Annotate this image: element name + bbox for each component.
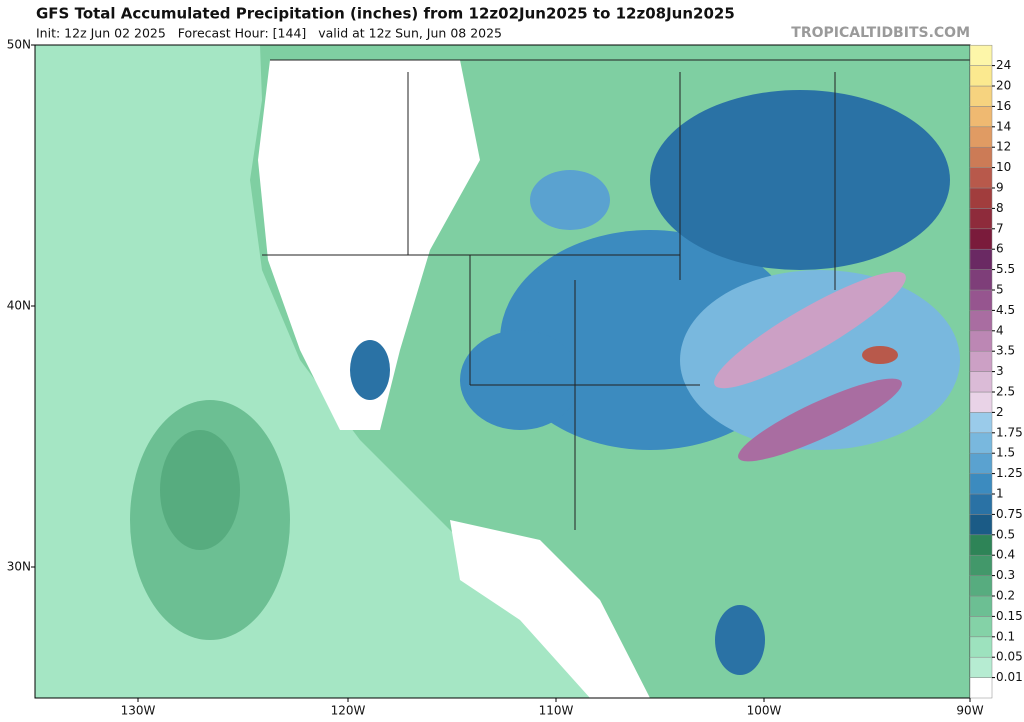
colorbar-label: 4.5 — [996, 303, 1015, 317]
colorbar-cell — [969, 636, 993, 658]
colorbar-cell — [969, 269, 993, 291]
borders — [262, 59, 970, 530]
colorbar-cell — [969, 514, 993, 536]
colorbar-label: 0.4 — [996, 548, 1015, 562]
subtitle: Init: 12z Jun 02 2025 Forecast Hour: [14… — [36, 26, 502, 41]
colorbar-cell — [969, 208, 993, 230]
colorbar-cell — [969, 391, 993, 413]
colorbar-label: 24 — [996, 58, 1011, 72]
lat-label: 30N — [7, 560, 31, 574]
colorbar-cell — [969, 452, 993, 474]
lon-label: 110W — [539, 704, 574, 718]
colorbar-label: 14 — [996, 119, 1011, 133]
colorbar-label: 0.2 — [996, 589, 1015, 603]
colorbar-label: 8 — [996, 201, 1004, 215]
colorbar-cell — [969, 106, 993, 128]
colorbar-label: 0.05 — [996, 650, 1023, 664]
colorbar-cell — [969, 310, 993, 332]
colorbar-label: 3.5 — [996, 344, 1015, 358]
colorbar-label: 20 — [996, 79, 1011, 93]
colorbar-label: 6 — [996, 242, 1004, 256]
colorbar-label: 4 — [996, 323, 1004, 337]
colorbar-label: 2.5 — [996, 385, 1015, 399]
colorbar-label: 12 — [996, 140, 1011, 154]
colorbar-label: 3 — [996, 364, 1004, 378]
colorbar-label: 1.25 — [996, 466, 1023, 480]
precip — [350, 340, 390, 400]
colorbar-label: 1 — [996, 487, 1004, 501]
colorbar-cell — [969, 65, 993, 87]
colorbar-label: 2 — [996, 405, 1004, 419]
colorbar-cell — [969, 493, 993, 515]
precip — [460, 330, 580, 430]
colorbar-label: 10 — [996, 160, 1011, 174]
dry-area — [450, 520, 650, 698]
precip — [650, 90, 950, 270]
lon-label: 130W — [121, 704, 156, 718]
colorbar-cell — [969, 575, 993, 597]
colorbar-cell — [969, 554, 993, 576]
lat-label: 50N — [7, 38, 31, 52]
colorbar-cell — [969, 350, 993, 372]
colorbar-cell — [969, 330, 993, 352]
colorbar-cell — [969, 432, 993, 454]
colorbar-cell — [969, 187, 993, 209]
colorbar-label: 0.3 — [996, 568, 1015, 582]
lat-label: 40N — [7, 299, 31, 313]
map — [34, 44, 971, 699]
lon-label: 90W — [956, 704, 983, 718]
precip — [714, 271, 906, 389]
colorbar-label: 1.5 — [996, 446, 1015, 460]
lon-label: 120W — [331, 704, 366, 718]
colorbar-cell — [969, 595, 993, 617]
lon-label: 100W — [747, 704, 782, 718]
source: TROPICALTIDBITS.COM — [791, 25, 970, 41]
colorbar: 0.01 0.05 0.1 0.15 0.2 0.3 0.4 0.5 0.75 1 1.25 1.5 1… — [969, 44, 1023, 699]
colorbar-label: 0.5 — [996, 527, 1015, 541]
colorbar-cell — [969, 534, 993, 556]
title: GFS Total Accumulated Precipitation (inc… — [36, 5, 735, 23]
colorbar-cell — [969, 167, 993, 189]
precip — [715, 605, 765, 675]
colorbar-label: 1.75 — [996, 425, 1023, 439]
colorbar-label: 16 — [996, 99, 1011, 113]
colorbar-cell — [969, 473, 993, 495]
colorbar-cell — [969, 85, 993, 107]
colorbar-label: 5.5 — [996, 262, 1015, 276]
colorbar-label: 0.01 — [996, 670, 1023, 684]
colorbar-cell — [969, 228, 993, 250]
precip-max — [862, 346, 898, 364]
colorbar-cell — [969, 371, 993, 393]
colorbar-label: 0.1 — [996, 629, 1015, 643]
precip — [530, 170, 610, 230]
colorbar-cell — [969, 677, 993, 699]
colorbar-cell — [969, 289, 993, 311]
colorbar-label: 0.75 — [996, 507, 1023, 521]
colorbar-label: 5 — [996, 283, 1004, 297]
colorbar-cell — [969, 656, 993, 678]
colorbar-cell — [969, 44, 993, 66]
ocean-precip — [160, 430, 240, 550]
colorbar-label: 0.15 — [996, 609, 1023, 623]
colorbar-cell — [969, 412, 993, 434]
colorbar-cell — [969, 146, 993, 168]
colorbar-cell — [969, 126, 993, 148]
colorbar-label: 7 — [996, 221, 1004, 235]
colorbar-cell — [969, 248, 993, 270]
dry-area — [258, 60, 480, 430]
colorbar-cell — [969, 616, 993, 638]
precip — [680, 270, 960, 450]
colorbar-label: 9 — [996, 181, 1004, 195]
precip — [738, 378, 902, 462]
